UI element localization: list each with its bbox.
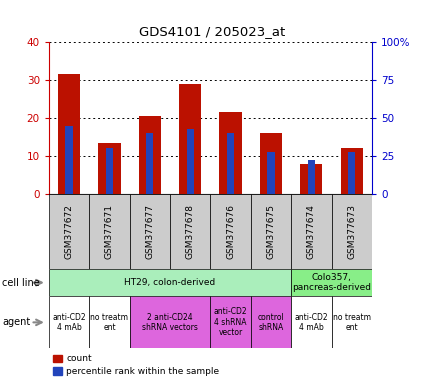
Bar [251, 194, 291, 269]
Text: control
shRNA: control shRNA [258, 313, 284, 332]
Text: HT29, colon-derived: HT29, colon-derived [125, 278, 215, 287]
Bar [65, 126, 73, 194]
Bar [227, 133, 234, 194]
Bar [49, 194, 89, 269]
Bar [340, 149, 363, 194]
Bar [251, 296, 291, 348]
Text: GSM377676: GSM377676 [226, 204, 235, 259]
Bar [98, 143, 121, 194]
Text: 2 anti-CD24
shRNA vectors: 2 anti-CD24 shRNA vectors [142, 313, 198, 332]
Text: GSM377671: GSM377671 [105, 204, 114, 259]
Bar [210, 194, 251, 269]
Bar [348, 152, 355, 194]
Bar [291, 269, 372, 296]
Text: GSM377673: GSM377673 [347, 204, 356, 259]
Bar [130, 296, 210, 348]
Text: no treatm
ent: no treatm ent [333, 313, 371, 332]
Text: anti-CD2
4 shRNA
vector: anti-CD2 4 shRNA vector [214, 308, 247, 337]
Text: GSM377675: GSM377675 [266, 204, 275, 259]
Bar [170, 194, 210, 269]
Bar [300, 164, 323, 194]
Bar [146, 133, 153, 194]
Bar [49, 296, 89, 348]
Text: anti-CD2
4 mAb: anti-CD2 4 mAb [52, 313, 86, 332]
Text: cell line: cell line [2, 278, 40, 288]
Text: GSM377677: GSM377677 [145, 204, 154, 259]
Bar [267, 152, 275, 194]
Text: Colo357,
pancreas-derived: Colo357, pancreas-derived [292, 273, 371, 292]
Bar [332, 296, 372, 348]
Bar [106, 149, 113, 194]
Text: no treatm
ent: no treatm ent [91, 313, 128, 332]
Text: GSM377674: GSM377674 [307, 204, 316, 259]
Bar [49, 269, 291, 296]
Bar [210, 296, 251, 348]
Bar [130, 194, 170, 269]
Bar [139, 116, 161, 194]
Bar [219, 113, 242, 194]
Text: agent: agent [2, 317, 30, 328]
Bar [89, 194, 130, 269]
Bar [179, 84, 201, 194]
Text: GDS4101 / 205023_at: GDS4101 / 205023_at [139, 25, 286, 38]
Bar [260, 133, 282, 194]
Bar [332, 194, 372, 269]
Bar [187, 129, 194, 194]
Bar [291, 194, 332, 269]
Bar [308, 160, 315, 194]
Text: GSM377672: GSM377672 [65, 204, 74, 259]
Bar [291, 296, 332, 348]
Text: anti-CD2
4 mAb: anti-CD2 4 mAb [295, 313, 328, 332]
Text: GSM377678: GSM377678 [186, 204, 195, 259]
Bar [89, 296, 130, 348]
Bar [58, 74, 80, 194]
Legend: count, percentile rank within the sample: count, percentile rank within the sample [54, 354, 219, 376]
